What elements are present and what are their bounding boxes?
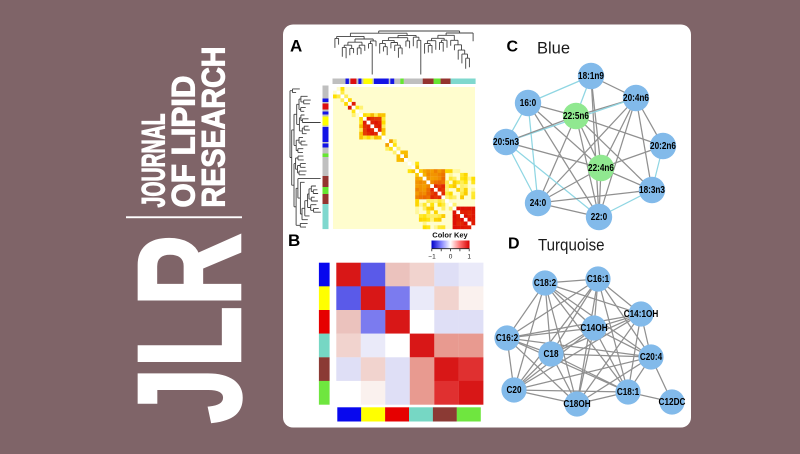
svg-text:JLR: JLR [108, 234, 271, 424]
svg-text:C: C [507, 39, 519, 56]
svg-text:D: D [508, 236, 520, 253]
svg-text:22:5n6: 22:5n6 [563, 111, 589, 122]
svg-text:20:2n6: 20:2n6 [650, 141, 676, 152]
svg-text:A: A [290, 37, 302, 56]
svg-text:Color Key: Color Key [432, 231, 468, 240]
svg-text:OF LIPID: OF LIPID [166, 76, 202, 208]
svg-text:C20:4: C20:4 [640, 352, 663, 363]
svg-text:20:5n3: 20:5n3 [493, 137, 519, 148]
svg-text:Blue: Blue [537, 40, 570, 58]
svg-text:RESEARCH: RESEARCH [196, 47, 232, 208]
svg-text:C18: C18 [544, 349, 559, 360]
svg-text:18:3n3: 18:3n3 [639, 185, 665, 196]
svg-text:C20: C20 [507, 385, 522, 396]
svg-text:C16:1: C16:1 [587, 274, 610, 285]
svg-text:16:0: 16:0 [520, 98, 537, 109]
svg-text:−1: −1 [428, 254, 436, 261]
svg-text:C14:1OH: C14:1OH [624, 309, 659, 320]
svg-text:C18:2: C18:2 [534, 278, 557, 289]
svg-text:C12DC: C12DC [659, 397, 686, 408]
svg-text:C14OH: C14OH [580, 323, 607, 334]
svg-text:22:4n6: 22:4n6 [588, 163, 614, 174]
svg-text:C18:1: C18:1 [617, 387, 640, 398]
svg-text:22:0: 22:0 [591, 212, 608, 223]
svg-text:C16:2: C16:2 [496, 333, 519, 344]
svg-text:Turquoise: Turquoise [538, 237, 605, 255]
svg-text:B: B [288, 231, 300, 250]
svg-text:20:4n6: 20:4n6 [623, 93, 649, 104]
svg-text:C18OH: C18OH [563, 399, 590, 410]
svg-text:24:0: 24:0 [530, 198, 547, 209]
svg-text:JOURNAL: JOURNAL [136, 114, 172, 208]
svg-text:0: 0 [449, 254, 453, 261]
svg-text:1: 1 [467, 254, 471, 261]
svg-text:18:1n9: 18:1n9 [578, 71, 604, 82]
